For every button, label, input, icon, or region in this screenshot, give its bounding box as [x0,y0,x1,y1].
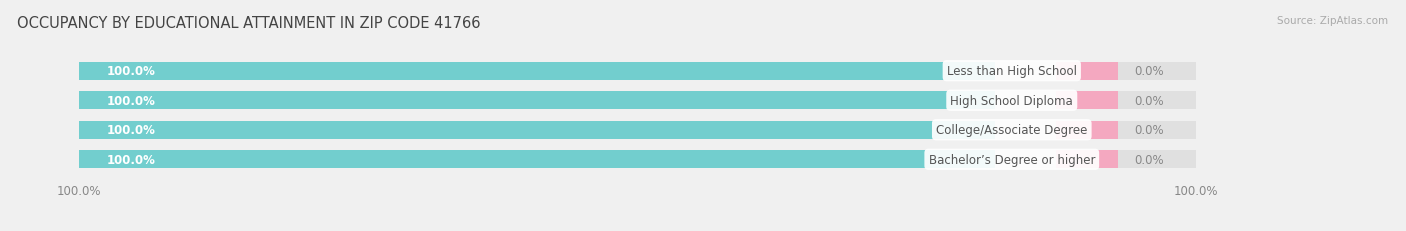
Text: High School Diploma: High School Diploma [950,94,1073,107]
Bar [79,92,1197,110]
Text: OCCUPANCY BY EDUCATIONAL ATTAINMENT IN ZIP CODE 41766: OCCUPANCY BY EDUCATIONAL ATTAINMENT IN Z… [17,16,481,31]
Text: Less than High School: Less than High School [946,65,1077,78]
Text: 100.0%: 100.0% [107,124,156,137]
Text: 0.0%: 0.0% [1135,153,1164,166]
Bar [1056,62,1118,81]
Bar [1056,121,1118,139]
Bar [79,150,1197,169]
Bar [79,62,1197,81]
Bar [79,121,1197,139]
Text: Source: ZipAtlas.com: Source: ZipAtlas.com [1277,16,1388,26]
Bar [79,62,995,81]
Text: College/Associate Degree: College/Associate Degree [936,124,1087,137]
Text: 100.0%: 100.0% [107,94,156,107]
Bar [79,92,995,110]
Text: 0.0%: 0.0% [1135,94,1164,107]
Text: 0.0%: 0.0% [1135,65,1164,78]
Bar [79,121,995,139]
Text: 100.0%: 100.0% [107,153,156,166]
Bar [1056,150,1118,169]
Bar [79,150,995,169]
Text: 100.0%: 100.0% [107,65,156,78]
Text: Bachelor’s Degree or higher: Bachelor’s Degree or higher [928,153,1095,166]
Text: 0.0%: 0.0% [1135,124,1164,137]
Bar [1056,92,1118,110]
